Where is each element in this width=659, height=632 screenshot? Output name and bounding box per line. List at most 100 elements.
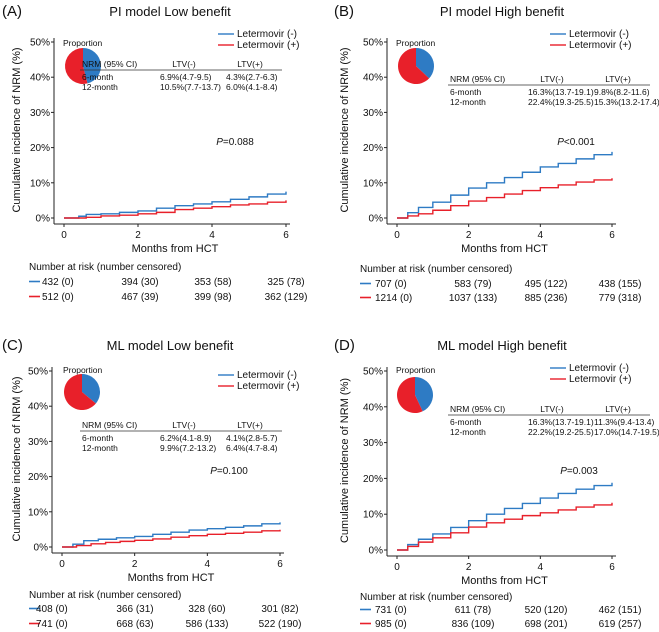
chart-panel-0: (A) PI model Low benefit 0% 10% 20% 30% 40% 50%… <box>2 3 307 303</box>
series-line-letermovir-pos <box>64 200 287 219</box>
risk-table-header: Number at risk (number censored) <box>29 590 181 601</box>
risk-table-cell: 362 (129) <box>265 292 308 303</box>
nrm-table-cell: 9.9%(7.2-13.2) <box>160 443 216 453</box>
legend-label: Letermovir (+) <box>237 381 300 392</box>
y-tick-label: 10% <box>28 507 48 518</box>
nrm-table-header: LTV(-) <box>540 74 564 84</box>
legend-label: Letermovir (-) <box>237 29 297 40</box>
risk-table-cell: 1037 (133) <box>449 293 497 304</box>
risk-table-cell: 619 (257) <box>599 619 642 630</box>
p-value: P=0.003 <box>560 466 598 477</box>
p-value-symbol: P <box>560 466 567 477</box>
series-line-letermovir-neg <box>397 151 613 219</box>
nrm-table-cell: 22.2%(19.2-25.5) <box>528 427 594 437</box>
nrm-table-header: LTV(+) <box>605 74 631 84</box>
p-value-number: =0.003 <box>567 466 598 477</box>
p-value-number: =0.088 <box>223 137 254 148</box>
nrm-table-row-label: 12-month <box>82 443 118 453</box>
pie-slice-letermovir-pos <box>396 377 423 414</box>
p-value-symbol: P <box>557 137 564 148</box>
y-tick-label: 0% <box>369 214 384 225</box>
pie-slice-letermovir-neg <box>415 377 433 412</box>
p-value-number: <0.001 <box>564 137 595 148</box>
p-value-symbol: P <box>216 137 223 148</box>
chart-title: ML model High benefit <box>437 338 567 353</box>
risk-table-cell: 741 (0) <box>36 619 68 630</box>
x-tick-label: 4 <box>538 230 544 241</box>
nrm-table-row-label: 6-month <box>450 87 481 97</box>
x-axis-label: Months from HCT <box>128 572 215 584</box>
nrm-table-header: LTV(-) <box>540 404 564 414</box>
y-tick-label: 50% <box>28 367 48 378</box>
risk-table-cell: 731 (0) <box>375 605 407 616</box>
risk-table-cell: 779 (318) <box>599 293 642 304</box>
chart-panel-1: (B) PI model High benefit 0% 10% 20% 30% 40% 50… <box>334 3 659 304</box>
risk-table-cell: 1214 (0) <box>375 293 412 304</box>
risk-table-cell: 668 (63) <box>116 619 153 630</box>
y-tick-label: 30% <box>30 108 50 119</box>
nrm-table-cell: 16.3%(13.7-19.1) <box>528 87 594 97</box>
pie-slice-letermovir-neg <box>416 48 435 79</box>
risk-table-cell: 408 (0) <box>36 604 68 615</box>
y-tick-label: 40% <box>363 402 383 413</box>
p-value: P<0.001 <box>557 137 595 148</box>
risk-table-cell: 301 (82) <box>261 604 298 615</box>
y-tick-label: 20% <box>30 143 50 154</box>
risk-table-cell: 985 (0) <box>375 619 407 630</box>
nrm-table-cell: 6.2%(4.1-8.9) <box>160 433 212 443</box>
legend-label: Letermovir (-) <box>237 370 297 381</box>
y-axis-label: Cumulative incidence of NRM (%) <box>11 376 23 541</box>
x-tick-label: 0 <box>394 562 400 573</box>
risk-table-header: Number at risk (number censored) <box>29 262 181 273</box>
nrm-table-row-label: 6-month <box>82 72 113 82</box>
x-tick-label: 2 <box>135 230 141 241</box>
pie-slice-letermovir-neg <box>82 373 100 404</box>
nrm-table-header: NRM (95% CI) <box>450 404 505 414</box>
nrm-table-header: LTV(+) <box>605 404 631 414</box>
risk-table-cell: 512 (0) <box>42 292 74 303</box>
pie-slice-letermovir-pos <box>63 374 96 410</box>
risk-table-cell: 394 (30) <box>121 277 158 288</box>
risk-table-cell: 353 (58) <box>194 277 231 288</box>
risk-table-header: Number at risk (number censored) <box>360 264 512 275</box>
chart-title: PI model High benefit <box>440 4 565 19</box>
risk-table-cell: 328 (60) <box>188 604 225 615</box>
risk-table-cell: 366 (31) <box>116 604 153 615</box>
nrm-table-row-label: 12-month <box>82 82 118 92</box>
nrm-table-cell: 22.4%(19.3-25.5) <box>528 97 594 107</box>
legend-label: Letermovir (-) <box>569 29 629 40</box>
x-axis-label: Months from HCT <box>132 243 219 255</box>
y-tick-label: 50% <box>363 38 383 49</box>
proportion-label: Proportion <box>63 38 102 48</box>
y-tick-label: 10% <box>363 178 383 189</box>
series-line-letermovir-pos <box>397 502 613 551</box>
risk-table-cell: 432 (0) <box>42 277 74 288</box>
series-line-letermovir-neg <box>64 191 287 219</box>
nrm-table-cell: 15.3%(13.2-17.4) <box>594 97 659 107</box>
nrm-table-header: LTV(-) <box>172 420 196 430</box>
y-tick-label: 20% <box>363 474 383 485</box>
nrm-table-header: LTV(-) <box>172 59 196 69</box>
y-tick-label: 0% <box>34 543 49 554</box>
legend-label: Letermovir (-) <box>569 363 629 374</box>
risk-table-cell: 583 (79) <box>454 279 491 290</box>
risk-table-cell: 399 (98) <box>194 292 231 303</box>
nrm-table-header: LTV(+) <box>237 59 263 69</box>
nrm-table-header: NRM (95% CI) <box>450 74 505 84</box>
x-tick-label: 2 <box>132 559 138 570</box>
p-value-number: =0.100 <box>217 466 248 477</box>
risk-table-cell: 707 (0) <box>375 279 407 290</box>
x-tick-label: 0 <box>394 230 400 241</box>
risk-table-cell: 698 (201) <box>525 619 568 630</box>
series-line-letermovir-neg <box>62 522 281 548</box>
nrm-table-cell: 4.1%(2.8-5.7) <box>226 433 278 443</box>
y-tick-label: 20% <box>363 143 383 154</box>
proportion-label: Proportion <box>396 38 435 48</box>
risk-table-cell: 495 (122) <box>525 279 568 290</box>
risk-table-header: Number at risk (number censored) <box>360 592 512 603</box>
nrm-table-cell: 17.0%(14.7-19.5) <box>594 427 659 437</box>
y-tick-label: 30% <box>28 437 48 448</box>
proportion-label: Proportion <box>396 365 435 375</box>
risk-table-cell: 586 (133) <box>186 619 229 630</box>
